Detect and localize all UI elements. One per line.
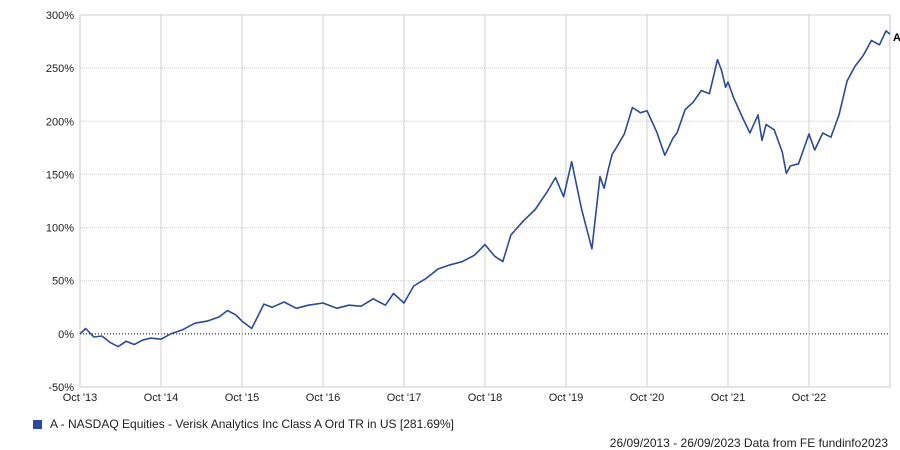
x-tick-label: Oct '19: [549, 392, 584, 404]
y-axis-labels: -50% 0% 50% 100% 150% 200% 250% 300%: [46, 10, 74, 394]
series-layer: A: [79, 30, 900, 348]
y-tick-label: 300%: [46, 10, 74, 22]
x-axis-labels: Oct '13 Oct '14 Oct '15 Oct '16 Oct '17 Oct '…: [63, 392, 827, 404]
y-tick-label: 0%: [58, 329, 74, 341]
legend-label: A - NASDAQ Equities - Verisk Analytics I…: [50, 417, 454, 431]
y-tick-label: 200%: [46, 116, 74, 128]
y-tick-label: 50%: [52, 276, 74, 288]
y-tick-label: 150%: [46, 169, 74, 181]
x-tick-label: Oct '18: [468, 392, 503, 404]
x-tick-label: Oct '13: [63, 392, 98, 404]
legend: A - NASDAQ Equities - Verisk Analytics I…: [33, 417, 454, 431]
x-tick-label: Oct '15: [225, 392, 260, 404]
source-footer: 26/09/2013 - 26/09/2023 Data from FE fun…: [609, 436, 888, 450]
x-tick-label: Oct '16: [306, 392, 341, 404]
series-end-label: A: [893, 32, 900, 44]
x-tick-label: Oct '22: [792, 392, 827, 404]
y-tick-label: 250%: [46, 63, 74, 75]
legend-swatch: [33, 419, 42, 429]
x-tick-label: Oct '14: [144, 392, 179, 404]
x-tick-label: Oct '21: [711, 392, 746, 404]
series-line: [79, 30, 891, 348]
x-tick-label: Oct '20: [630, 392, 665, 404]
x-tick-label: Oct '17: [387, 392, 422, 404]
y-tick-label: 100%: [46, 223, 74, 235]
y-tick-label: -50%: [48, 382, 74, 394]
grid: [79, 14, 891, 388]
